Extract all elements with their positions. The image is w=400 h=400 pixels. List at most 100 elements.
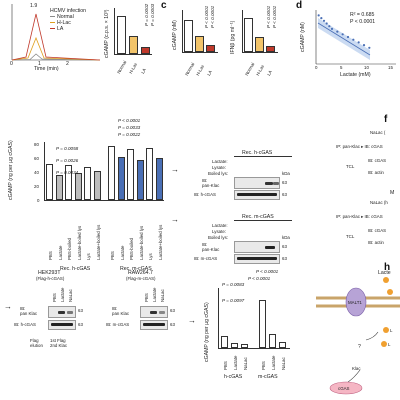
scatter-point [352, 38, 355, 41]
panel-label-d: d [296, 0, 303, 11]
blot-h-cgas-membrane [234, 190, 280, 200]
e-p-1: P = 0.0034 [56, 170, 79, 175]
pathway-diagram [316, 277, 400, 395]
h-q: ? [358, 344, 361, 350]
e-ytick-20: 20 [34, 184, 39, 189]
e-category-label: Lactate [119, 245, 125, 260]
c-cat-normal-l: Normal [184, 61, 196, 77]
e-bar [136, 160, 144, 200]
g-p-4: P < 0.0001 [256, 269, 279, 274]
g-bar [269, 333, 276, 348]
c-left-p2: P < 0.0001 [210, 5, 215, 28]
e-bar [74, 173, 82, 200]
c-right-bar-la [266, 46, 275, 52]
lactate-dot-2 [387, 289, 393, 295]
blot-h-row-3: Boiled lys: [208, 171, 229, 176]
f-tcl2: TCL [346, 234, 355, 239]
lactate-dot-1 [383, 277, 389, 283]
x-axis-label: Time (min) [34, 66, 59, 72]
f-tcl: TCL [346, 164, 355, 169]
blot-m-title: Rec. m-cGAS [242, 214, 274, 220]
e-category-label: PBS [110, 251, 115, 260]
c-right-y-label: IFNβ (pg ml⁻¹) [230, 20, 236, 54]
series-hlac [11, 36, 101, 61]
x-tick-2: 2 [66, 61, 69, 67]
c-cat-normal-r: Normal [244, 61, 256, 77]
scatter-point [330, 27, 334, 30]
c-left-y-label: cGAMP (nM) [172, 20, 178, 50]
arrow-to-blot-m: → [171, 215, 179, 224]
hek-col-nalac: NaLac [68, 289, 73, 302]
blot-h-mw1: 63 [282, 180, 287, 185]
hek-foot1: Flag elution [30, 338, 43, 348]
blot-g-raw: RAW264.7 (Flag-m-cGAS) PBS Lactate NaLac… [104, 270, 194, 350]
legend-title: HCMV infection [50, 8, 87, 14]
g-category-label: Lactate [271, 355, 276, 370]
blot-h-ib2: IB: h-cGAS [194, 192, 216, 197]
e-category-label: PBS-boiled [67, 238, 72, 260]
hek-mw1: 63 [78, 308, 83, 313]
raw-col-lac: Lactate [152, 287, 157, 302]
x-tick-1: 1 [38, 61, 41, 67]
blot-h-ib1: IB: pan-Klac [202, 178, 220, 188]
scatter-point [357, 41, 360, 44]
g-category-label: NaLac [281, 357, 286, 370]
raw-mw1: 63 [170, 308, 175, 313]
e-group-h: Rec. h-cGAS [60, 266, 91, 272]
raw-mw2: 63 [170, 322, 175, 327]
c-cat-la-r: LA [266, 69, 274, 77]
arrow-to-blot-h: → [171, 165, 179, 174]
scatter-point [317, 14, 320, 17]
c-cat-la-l: LA [206, 69, 214, 77]
peak-label: 1.9 [30, 3, 38, 9]
series-normal [11, 53, 101, 61]
e-category-label: Lactate-boiled lys [76, 225, 82, 260]
panel-d: R² = 0.685 P < 0.0001 cGAMP (nM) 0 5 10 … [300, 6, 400, 80]
b-y-label: cGAMP (c.p.s. × 10³) [104, 9, 110, 58]
malt1-shape [345, 287, 367, 317]
e-p-3: P = 0.0058 [56, 146, 79, 151]
blot-h-kda: kDa [282, 171, 290, 176]
blot-m-mw2: 63 [282, 256, 287, 261]
series-la [11, 13, 101, 61]
raw-subtitle: (Flag-m-cGAS) [126, 276, 156, 281]
f-ib2-cgas: IB: cGAS [368, 228, 387, 233]
scatter-point [346, 35, 350, 39]
e-category-label: Lactate [57, 245, 63, 260]
arrow-g: → [4, 302, 12, 311]
scatter-point [341, 33, 344, 36]
f-ip2: IP: pan-Klac ▸ IB: cGAS [336, 214, 383, 219]
raw-cgas-membrane [140, 320, 168, 330]
arrow-g-chart: → [188, 316, 196, 325]
f-ib-cgas: IB: cGAS [368, 158, 387, 163]
panel-label-h: h [384, 262, 391, 273]
blot-h-row-2: Lysate: [212, 165, 226, 170]
e-ytick-60: 60 [34, 156, 39, 161]
g-category-label: PBS [223, 361, 228, 370]
h-l2: L [388, 342, 391, 347]
b-cat-la: LA [140, 67, 148, 75]
legend-swatch-hlac [50, 22, 55, 23]
f-ib2-actin: IB: actin [368, 240, 384, 245]
scatter-point [320, 17, 323, 20]
bar-hlac [129, 36, 138, 54]
c-right-bar-hlac [255, 37, 264, 52]
g-bar [231, 343, 238, 348]
e-category-label: Lactate-boiled lys [138, 225, 144, 260]
blot-g-hek: HEK293T (Flag-h-cGAS) PBS Lactate NaLac … [12, 270, 102, 360]
scatter-point [322, 19, 326, 22]
e-category-label: PBS-boiled [129, 238, 134, 260]
blot-panel-h: Rec. h-cGAS Lactate: Lysate: Boiled lys:… [182, 150, 292, 210]
g-p-1: P = 0.0097 [222, 298, 245, 303]
blot-m-cgas-membrane [234, 254, 280, 264]
panel-e: cGAMP (ng per µg cGAS) 80 60 40 20 0 P =… [0, 118, 180, 280]
e-y-label: cGAMP (ng per µg cGAS) [8, 140, 14, 200]
d-xtick-3: 15 [388, 65, 393, 70]
c-cat-hlac-l: H-Lac [195, 63, 206, 77]
e-bar [46, 163, 53, 200]
g-bar [241, 344, 248, 348]
e-bar [127, 149, 134, 200]
scatter-point [362, 44, 366, 47]
g-bar [259, 300, 266, 348]
d-xtick-0: 0 [315, 65, 318, 70]
